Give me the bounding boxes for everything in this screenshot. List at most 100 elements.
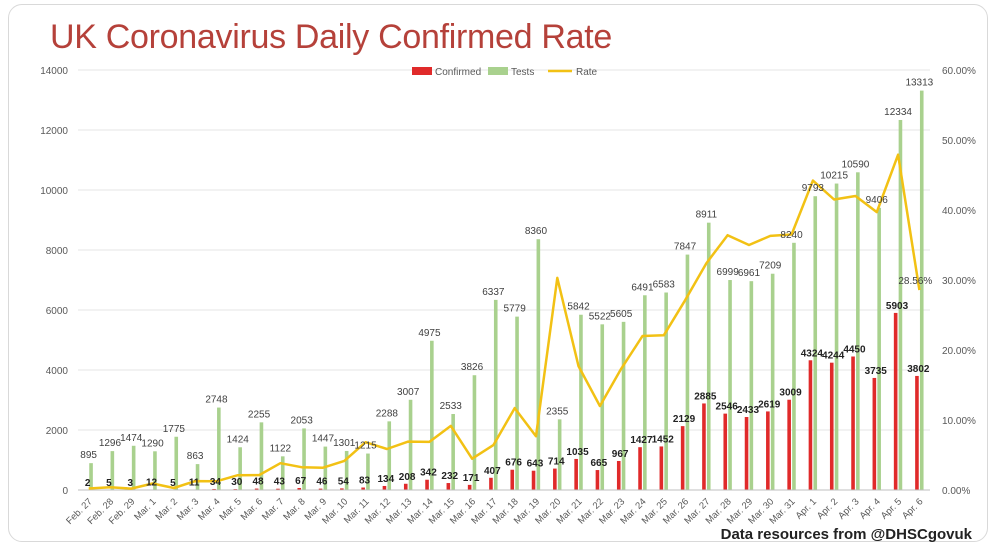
tests-data-label: 10215 <box>820 171 848 182</box>
x-tick-label: Apr. 4 <box>858 496 883 521</box>
confirmed-bar <box>361 487 365 490</box>
confirmed-data-label: 2433 <box>737 405 760 416</box>
tests-data-label: 13313 <box>905 78 933 89</box>
tests-data-label: 2288 <box>376 408 399 419</box>
confirmed-data-label: 676 <box>505 458 522 469</box>
confirmed-data-label: 4450 <box>843 345 866 356</box>
tests-data-label: 9793 <box>802 183 825 194</box>
confirmed-bar <box>851 356 855 490</box>
confirmed-bar <box>595 470 600 490</box>
tests-bar <box>323 446 328 490</box>
confirmed-data-label: 1452 <box>652 434 675 445</box>
confirmed-bar <box>403 483 408 490</box>
confirmed-bar <box>510 469 515 490</box>
confirmed-data-label: 1035 <box>566 447 589 458</box>
y-tick-label: 6000 <box>46 306 69 317</box>
confirmed-data-label: 134 <box>378 474 395 485</box>
confirmed-data-label: 83 <box>359 476 371 487</box>
tests-bar <box>366 453 370 490</box>
tests-bar <box>280 456 285 490</box>
x-tick-label: Mar. 7 <box>260 496 286 522</box>
tests-data-label: 10590 <box>842 159 870 170</box>
tests-bar <box>153 451 157 490</box>
tests-bar <box>919 90 924 491</box>
tests-data-label: 2748 <box>205 395 228 406</box>
tests-bar <box>238 447 242 490</box>
x-tick-label: Mar. 3 <box>175 496 201 522</box>
tests-data-label: 9406 <box>866 195 889 206</box>
tests-data-label: 1290 <box>141 438 164 449</box>
tests-bar <box>600 324 605 490</box>
x-tick-label: Mar. 8 <box>281 496 307 522</box>
y2-tick-label: 30.00% <box>942 276 976 287</box>
y-tick-label: 2000 <box>46 426 69 437</box>
confirmed-bar <box>787 399 791 490</box>
confirmed-data-label: 5 <box>170 478 176 489</box>
x-tick-label: Apr. 1 <box>794 496 819 521</box>
tests-bar <box>451 414 455 490</box>
tests-data-label: 6961 <box>738 268 761 279</box>
x-tick-label: Apr. 6 <box>900 496 925 521</box>
y-tick-label: 12000 <box>40 126 68 137</box>
tests-bar <box>302 428 306 490</box>
confirmed-data-label: 48 <box>252 477 264 488</box>
tests-bar <box>856 172 860 491</box>
tests-data-label: 1474 <box>120 433 143 444</box>
tests-bar <box>685 254 690 490</box>
confirmed-data-label: 4244 <box>822 351 845 362</box>
confirmed-data-label: 12 <box>146 478 158 489</box>
tests-data-label: 7847 <box>674 242 697 253</box>
confirmed-bar <box>680 426 685 490</box>
confirmed-data-label: 67 <box>295 476 307 487</box>
confirmed-data-label: 3735 <box>865 366 888 377</box>
tests-bar <box>643 295 647 490</box>
tests-bar <box>749 281 754 490</box>
confirmed-data-label: 171 <box>463 473 480 484</box>
confirmed-data-label: 43 <box>274 477 286 488</box>
confirmed-data-label: 342 <box>420 468 437 479</box>
tests-bar <box>387 421 392 490</box>
tests-bar <box>792 242 796 490</box>
confirmed-bar <box>616 460 621 490</box>
confirmed-data-label: 643 <box>527 459 544 470</box>
confirmed-bar <box>425 479 429 490</box>
confirmed-data-label: 232 <box>441 471 458 482</box>
confirmed-bar <box>808 360 813 490</box>
y-tick-label: 14000 <box>40 66 68 77</box>
tests-bar <box>110 451 115 490</box>
tests-bar <box>89 463 93 490</box>
tests-data-label: 2533 <box>440 401 463 412</box>
confirmed-bar <box>659 446 664 490</box>
confirmed-bar <box>638 447 642 490</box>
confirmed-data-label: 967 <box>612 449 629 460</box>
confirmed-data-label: 1427 <box>630 435 653 446</box>
tests-bar <box>217 407 221 490</box>
y2-tick-label: 0.00% <box>942 486 970 497</box>
confirmed-data-label: 34 <box>210 477 222 488</box>
tests-bar <box>834 183 839 491</box>
x-tick-label: Mar. 4 <box>196 496 222 522</box>
x-tick-label: Mar. 1 <box>132 496 158 522</box>
confirmed-data-label: 665 <box>591 458 608 469</box>
tests-data-label: 1215 <box>354 441 377 452</box>
confirmed-bar <box>276 488 280 490</box>
x-tick-label: Apr. 2 <box>815 496 840 521</box>
confirmed-bar <box>318 488 323 490</box>
tests-data-label: 8360 <box>525 226 548 237</box>
tests-bar <box>728 280 732 490</box>
confirmed-data-label: 11 <box>189 478 200 489</box>
confirmed-bar <box>702 403 706 490</box>
tests-data-label: 1447 <box>312 434 335 445</box>
tests-data-label: 3007 <box>397 387 420 398</box>
confirmed-data-label: 5 <box>106 478 112 489</box>
tests-bar <box>770 273 775 490</box>
confirmed-bar <box>766 411 770 490</box>
legend-confirmed-label: Confirmed <box>435 67 481 78</box>
tests-data-label: 2355 <box>546 406 569 417</box>
y-tick-label: 10000 <box>40 186 68 197</box>
confirmed-bar <box>254 488 259 490</box>
confirmed-bar <box>340 488 344 490</box>
confirmed-data-label: 2546 <box>716 402 739 413</box>
confirmed-data-label: 3009 <box>779 388 802 399</box>
tests-data-label: 12334 <box>884 107 912 118</box>
